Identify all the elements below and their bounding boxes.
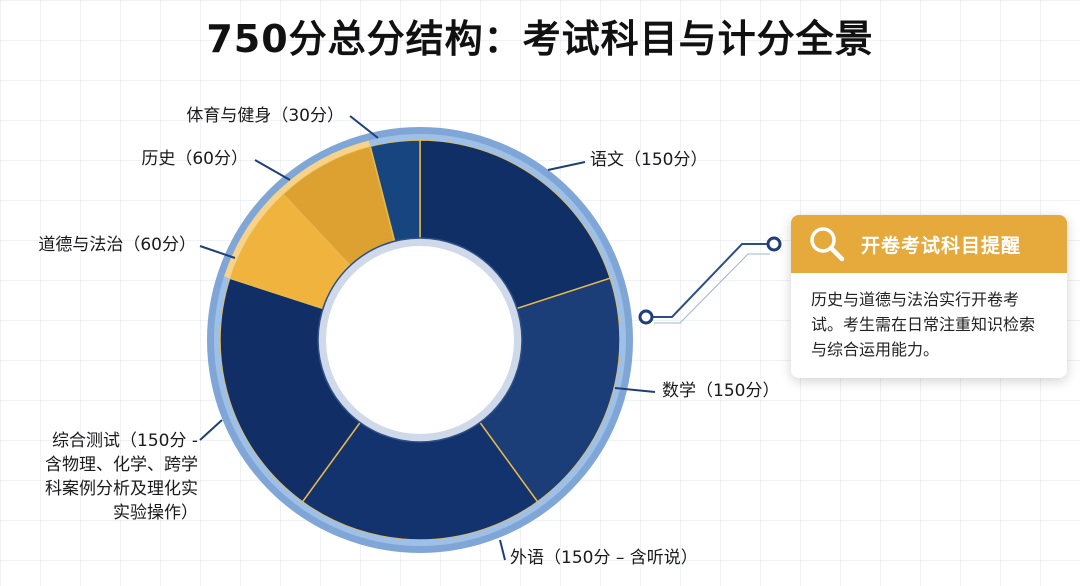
slice-label: 语文（150分） [590, 150, 707, 170]
slice-label: 数学（150分） [662, 381, 779, 401]
slice-label: 道德与法治（60分） [38, 235, 196, 255]
inner-hole [318, 238, 522, 442]
leader-line [349, 115, 379, 139]
slice-ring-segment [278, 140, 371, 195]
leader-line [547, 161, 586, 171]
slice-ring-segment [213, 276, 303, 507]
callout-title: 开卷考试科目提醒 [861, 234, 1022, 257]
outer-ring [207, 127, 633, 553]
callout-card: 开卷考试科目提醒 历史与道德与法治实行开卷考试。考生需在日常注重知识检索与综合运… [791, 215, 1067, 378]
slice-label: 综合测试（150分 -含物理、化学、跨学科案例分析及理化实实验操作） [45, 431, 198, 523]
slice-label: 体育与健身（30分） [186, 106, 344, 126]
slice-label: 历史（60分） [141, 149, 248, 169]
slice-ring-segment [368, 134, 420, 147]
inner-ring [317, 237, 523, 443]
leader-line [199, 419, 223, 441]
slice-ring-segment [224, 189, 284, 279]
leader-line [614, 387, 656, 393]
callout-header: 开卷考试科目提醒 [791, 215, 1067, 273]
slice-label: 外语（150分 – 含听说） [510, 548, 698, 568]
slice-ring-segment [537, 276, 626, 507]
slice-ring-segment [298, 501, 542, 546]
leader-line [254, 159, 291, 181]
slice-ring-segment [420, 134, 616, 279]
leader-line [199, 245, 236, 259]
search-icon [805, 222, 849, 266]
leader-line [499, 539, 506, 561]
callout-connector [638, 236, 782, 325]
callout-text: 历史与道德与法治实行开卷考试。考生需在日常注重知识检索与综合运用能力。 [811, 290, 1036, 359]
page-title: 750分总分结构：考试科目与计分全景 [206, 17, 874, 61]
